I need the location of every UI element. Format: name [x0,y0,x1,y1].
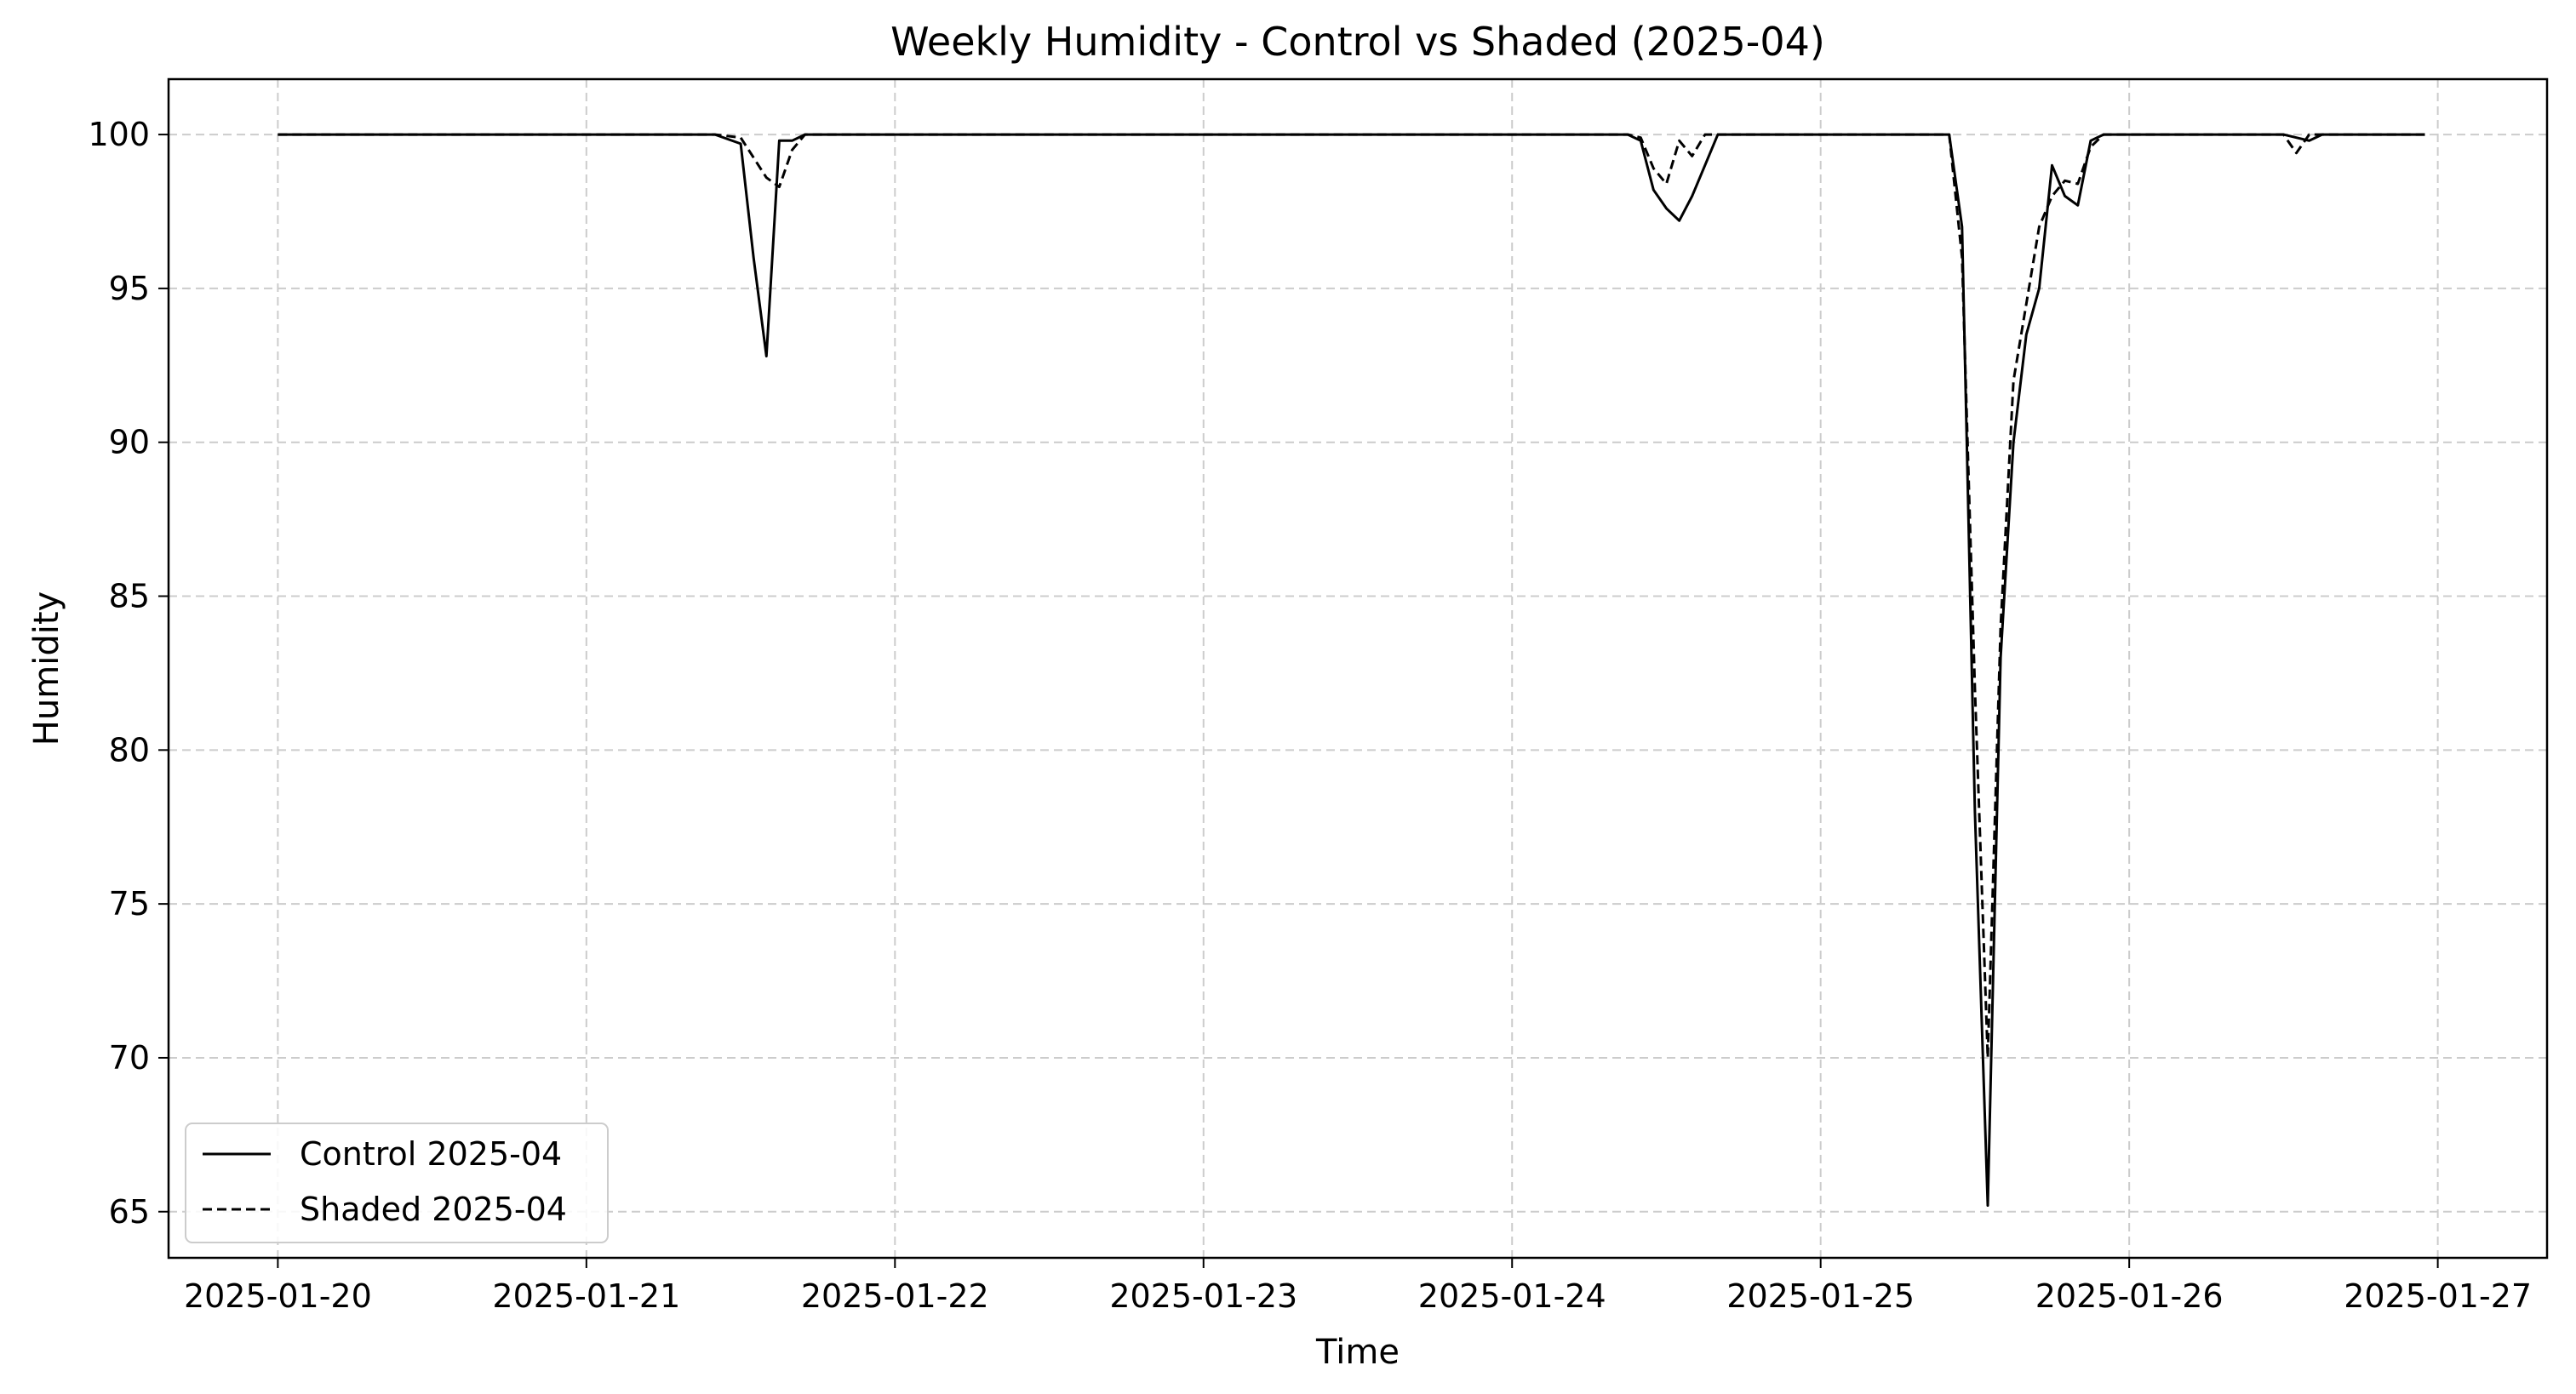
x-tick-label: 2025-01-22 [801,1277,989,1315]
legend-box [185,1123,609,1243]
y-tick-label: 80 [109,731,150,768]
plot-area-frame [167,77,2549,1260]
y-tick-label: 70 [109,1039,150,1077]
x-tick-label: 2025-01-25 [1726,1277,1915,1315]
series-line-shaded [278,133,2425,1060]
x-tick-label: 2025-01-24 [1418,1277,1606,1315]
y-tick-label: 65 [109,1193,150,1231]
legend-label-shaded: Shaded 2025-04 [300,1191,567,1228]
y-axis-title: Humidity [27,591,66,746]
x-tick-label: 2025-01-21 [492,1277,680,1315]
y-tick-label: 75 [109,885,150,923]
chart-title: Weekly Humidity - Control vs Shaded (202… [890,19,1825,65]
legend: Control 2025-04 Shaded 2025-04 [185,1123,609,1243]
y-tick-label: 85 [109,578,150,615]
y-tick-label: 95 [109,270,150,307]
x-tick-label: 2025-01-20 [184,1277,372,1315]
x-axis-title: Time [1315,1333,1400,1372]
x-tick-label: 2025-01-26 [2035,1277,2224,1315]
axis-ticks: 2025-01-20 2025-01-21 2025-01-22 2025-01-23… [88,116,2532,1315]
legend-label-control: Control 2025-04 [300,1135,562,1173]
x-tick-label: 2025-01-27 [2344,1277,2532,1315]
y-tick-label: 90 [109,424,150,461]
y-tick-label: 100 [88,116,150,153]
x-tick-label: 2025-01-23 [1109,1277,1297,1315]
series-lines [278,133,2425,1207]
